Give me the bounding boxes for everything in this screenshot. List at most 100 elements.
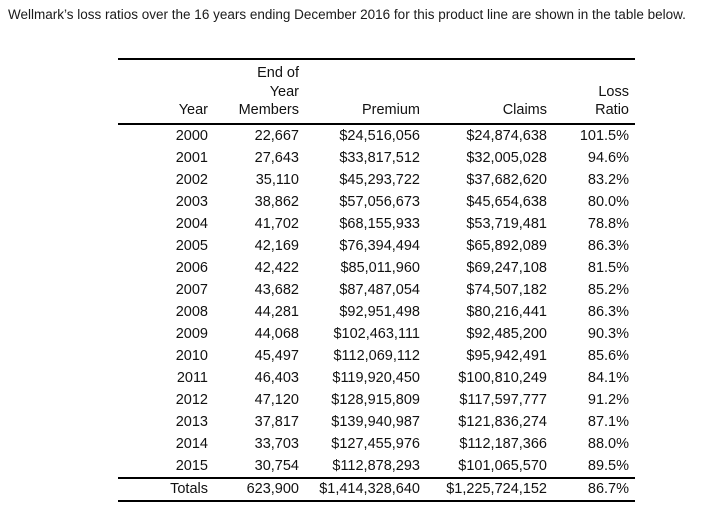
cell-premium: $45,293,722 bbox=[339, 171, 420, 188]
totals-premium: $1,414,328,640 bbox=[319, 480, 420, 497]
cell-loss-ratio: 81.5% bbox=[587, 259, 629, 276]
table-row: 2009 44,068 $102,463,111 $92,485,200 90.… bbox=[118, 323, 635, 345]
cell-premium: $112,069,112 bbox=[333, 347, 420, 364]
cell-year: 2009 bbox=[175, 325, 208, 342]
table-row: 2011 46,403 $119,920,450 $100,810,249 84… bbox=[118, 367, 635, 389]
totals-row: Totals 623,900 $1,414,328,640 $1,225,724… bbox=[118, 476, 635, 502]
cell-loss-ratio: 85.2% bbox=[587, 281, 629, 298]
header-members-line: Year bbox=[269, 83, 299, 100]
cell-premium: $57,056,673 bbox=[339, 193, 420, 210]
cell-year: 2014 bbox=[175, 435, 208, 452]
cell-year: 2012 bbox=[175, 391, 208, 408]
table-row: 2008 44,281 $92,951,498 $80,216,441 86.3… bbox=[118, 301, 635, 323]
cell-loss-ratio: 94.6% bbox=[587, 149, 629, 166]
header-year-line: Year bbox=[178, 102, 208, 118]
cell-loss-ratio: 87.1% bbox=[587, 413, 629, 430]
cell-claims: $100,810,249 bbox=[458, 369, 547, 386]
table-header: Year End of Year Members Premium Claims … bbox=[118, 60, 635, 125]
header-members-line: Members bbox=[238, 102, 299, 118]
cell-premium: $92,951,498 bbox=[339, 303, 420, 320]
cell-members: 46,403 bbox=[254, 369, 299, 386]
header-loss-ratio-line: Loss bbox=[598, 83, 629, 100]
table-row: 2012 47,120 $128,915,809 $117,597,777 91… bbox=[118, 389, 635, 411]
cell-members: 30,754 bbox=[254, 457, 299, 474]
cell-premium: $24,516,056 bbox=[339, 127, 420, 144]
cell-claims: $112,187,366 bbox=[459, 435, 547, 452]
table-row: 2004 41,702 $68,155,933 $53,719,481 78.8… bbox=[118, 213, 635, 235]
cell-members: 43,682 bbox=[254, 281, 299, 298]
cell-year: 2011 bbox=[176, 369, 208, 386]
header-year: Year bbox=[118, 64, 208, 120]
cell-loss-ratio: 84.1% bbox=[587, 369, 629, 386]
cell-premium: $76,394,494 bbox=[339, 237, 420, 254]
table-body: 2000 22,667 $24,516,056 $24,874,638 101.… bbox=[118, 125, 635, 477]
cell-loss-ratio: 86.3% bbox=[587, 237, 629, 254]
cell-loss-ratio: 101.5% bbox=[579, 127, 629, 144]
cell-year: 2015 bbox=[175, 457, 208, 474]
cell-loss-ratio: 80.0% bbox=[587, 193, 629, 210]
header-premium-line: Premium bbox=[361, 102, 420, 118]
table-row: 2000 22,667 $24,516,056 $24,874,638 101.… bbox=[118, 125, 635, 147]
cell-members: 33,703 bbox=[254, 435, 299, 452]
cell-loss-ratio: 83.2% bbox=[587, 171, 629, 188]
cell-loss-ratio: 91.2% bbox=[587, 391, 629, 408]
cell-members: 41,702 bbox=[254, 215, 299, 232]
header-loss-ratio: Loss Ratio bbox=[547, 64, 635, 120]
cell-claims: $80,216,441 bbox=[466, 303, 547, 320]
table-row: 2002 35,110 $45,293,722 $37,682,620 83.2… bbox=[118, 169, 635, 191]
cell-members: 44,068 bbox=[254, 325, 299, 342]
table-row: 2007 43,682 $87,487,054 $74,507,182 85.2… bbox=[118, 279, 635, 301]
cell-members: 45,497 bbox=[254, 347, 299, 364]
cell-premium: $87,487,054 bbox=[339, 281, 420, 298]
table-row: 2010 45,497 $112,069,112 $95,942,491 85.… bbox=[118, 345, 635, 367]
cell-loss-ratio: 86.3% bbox=[587, 303, 629, 320]
cell-claims: $74,507,182 bbox=[466, 281, 547, 298]
cell-claims: $32,005,028 bbox=[466, 149, 547, 166]
header-premium: Premium bbox=[299, 64, 420, 120]
cell-claims: $45,654,638 bbox=[466, 193, 547, 210]
cell-claims: $101,065,570 bbox=[458, 457, 547, 474]
cell-members: 38,862 bbox=[254, 193, 299, 210]
cell-year: 2001 bbox=[175, 149, 208, 166]
cell-members: 35,110 bbox=[255, 171, 299, 188]
cell-year: 2000 bbox=[175, 127, 208, 144]
cell-premium: $139,940,987 bbox=[331, 413, 420, 430]
totals-members: 623,900 bbox=[246, 480, 299, 497]
cell-claims: $69,247,108 bbox=[466, 259, 547, 276]
table-row: 2015 30,754 $112,878,293 $101,065,570 89… bbox=[118, 455, 635, 477]
intro-text: Wellmark’s loss ratios over the 16 years… bbox=[8, 7, 686, 22]
cell-members: 47,120 bbox=[254, 391, 299, 408]
header-members-line: End of bbox=[257, 65, 299, 81]
cell-claims: $37,682,620 bbox=[466, 171, 547, 188]
cell-premium: $33,817,512 bbox=[339, 149, 420, 166]
cell-claims: $95,942,491 bbox=[466, 347, 547, 364]
table-row: 2006 42,422 $85,011,960 $69,247,108 81.5… bbox=[118, 257, 635, 279]
cell-claims: $121,836,274 bbox=[458, 413, 547, 430]
cell-members: 42,169 bbox=[254, 237, 299, 254]
cell-loss-ratio: 78.8% bbox=[587, 215, 629, 232]
table-row: 2013 37,817 $139,940,987 $121,836,274 87… bbox=[118, 411, 635, 433]
cell-claims: $92,485,200 bbox=[466, 325, 547, 342]
header-loss-ratio-line: Ratio bbox=[595, 102, 629, 118]
totals-claims: $1,225,724,152 bbox=[446, 480, 547, 497]
cell-year: 2008 bbox=[175, 303, 208, 320]
cell-claims: $117,597,777 bbox=[459, 391, 547, 408]
table-row: 2003 38,862 $57,056,673 $45,654,638 80.0… bbox=[118, 191, 635, 213]
cell-premium: $127,455,976 bbox=[331, 435, 420, 452]
cell-year: 2010 bbox=[175, 347, 208, 364]
cell-loss-ratio: 88.0% bbox=[587, 435, 629, 452]
cell-members: 37,817 bbox=[254, 413, 299, 430]
cell-premium: $102,463,111 bbox=[333, 325, 420, 342]
cell-claims: $65,892,089 bbox=[466, 237, 547, 254]
loss-ratio-table: Year End of Year Members Premium Claims … bbox=[118, 58, 635, 502]
cell-year: 2013 bbox=[175, 413, 208, 430]
cell-year: 2007 bbox=[175, 281, 208, 298]
cell-premium: $119,920,450 bbox=[332, 369, 420, 386]
table-row: 2001 27,643 $33,817,512 $32,005,028 94.6… bbox=[118, 147, 635, 169]
cell-premium: $128,915,809 bbox=[331, 391, 420, 408]
table-row: 2005 42,169 $76,394,494 $65,892,089 86.3… bbox=[118, 235, 635, 257]
cell-claims: $53,719,481 bbox=[466, 215, 547, 232]
totals-loss-ratio: 86.7% bbox=[587, 480, 629, 497]
cell-premium: $85,011,960 bbox=[340, 259, 420, 276]
table-row: 2014 33,703 $127,455,976 $112,187,366 88… bbox=[118, 433, 635, 455]
